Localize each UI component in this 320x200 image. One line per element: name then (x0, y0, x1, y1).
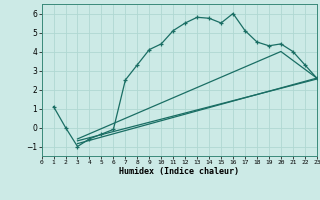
X-axis label: Humidex (Indice chaleur): Humidex (Indice chaleur) (119, 167, 239, 176)
